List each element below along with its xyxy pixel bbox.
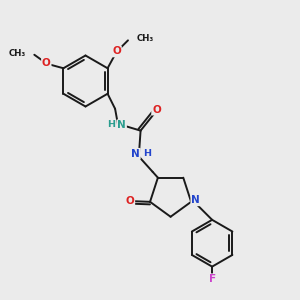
Text: N: N [191, 195, 200, 205]
Text: F: F [208, 274, 216, 284]
Text: CH₃: CH₃ [9, 49, 26, 58]
Text: O: O [112, 46, 121, 56]
Text: N: N [131, 149, 140, 159]
Text: N: N [117, 120, 126, 130]
Text: CH₃: CH₃ [136, 34, 154, 43]
Text: O: O [42, 58, 51, 68]
Text: O: O [126, 196, 134, 206]
Text: O: O [152, 105, 161, 115]
Text: H: H [143, 149, 152, 158]
Text: H: H [107, 120, 116, 129]
